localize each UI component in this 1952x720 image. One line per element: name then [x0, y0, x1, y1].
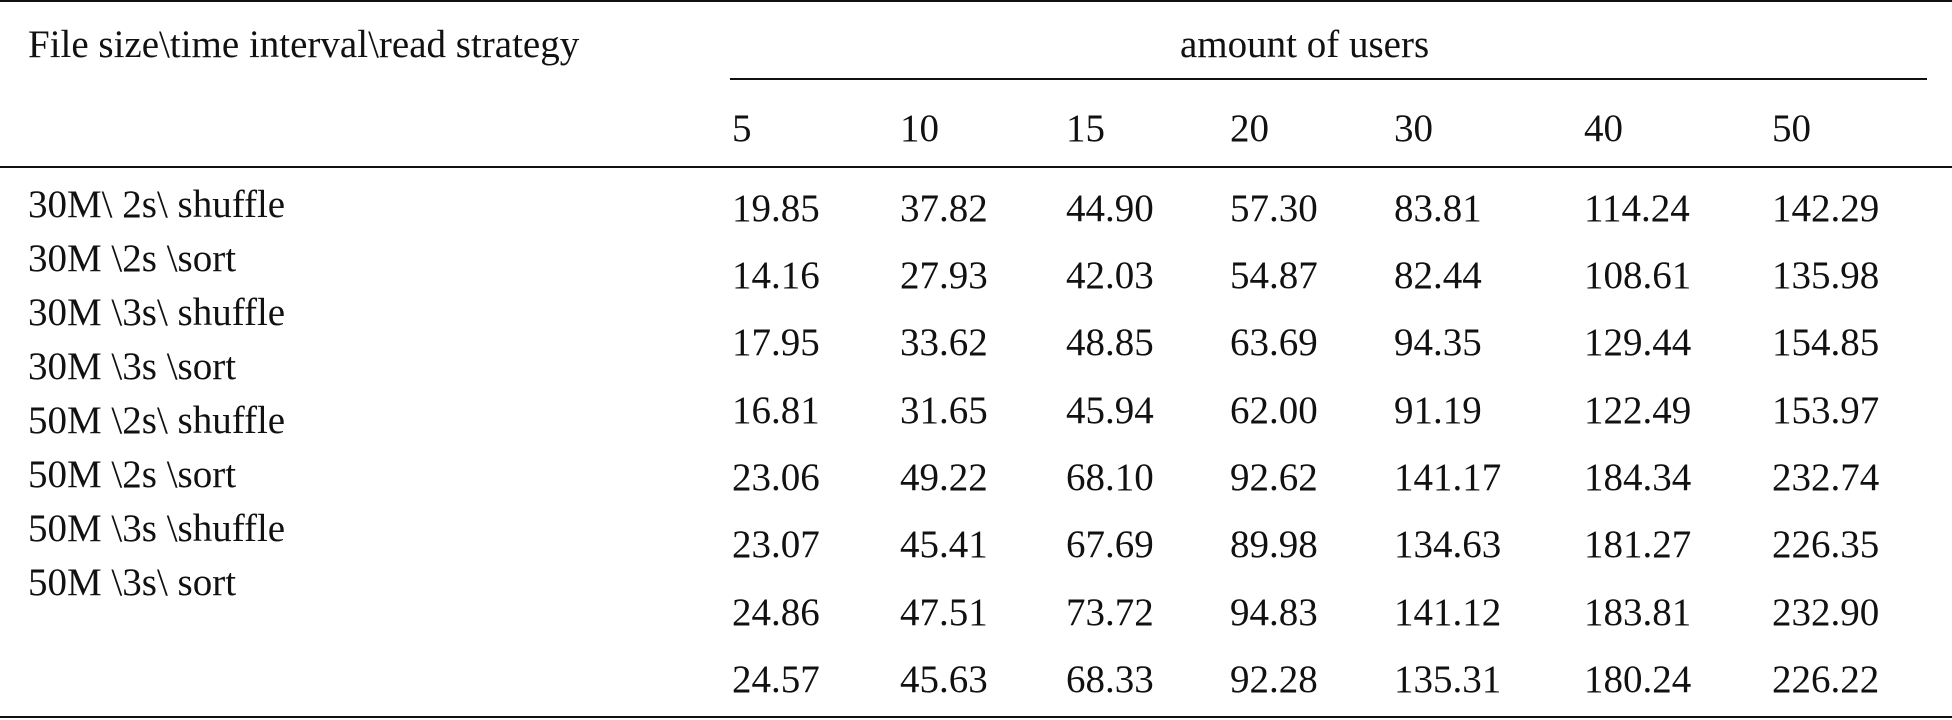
table-cell: 94.83: [1230, 591, 1318, 634]
row-label: 30M\ 2s\ shuffle: [28, 183, 286, 226]
table-cell: 49.22: [900, 456, 988, 499]
table-cell: 47.51: [900, 591, 988, 634]
span-header-rule: [730, 78, 1927, 80]
table-cell: 31.65: [900, 389, 988, 432]
column-header: 15: [1066, 107, 1105, 150]
table-cell: 92.28: [1230, 658, 1318, 701]
table-cell: 141.12: [1394, 591, 1502, 634]
bottom-rule: [0, 716, 1952, 718]
table-cell: 54.87: [1230, 254, 1318, 297]
table-cell: 23.07: [732, 523, 820, 566]
row-label: 50M \2s \sort: [28, 453, 237, 496]
table-cell: 226.35: [1772, 523, 1880, 566]
row-label: 30M \2s \sort: [28, 237, 237, 280]
table-cell: 37.82: [900, 187, 988, 230]
table-cell: 45.63: [900, 658, 988, 701]
column-header: 40: [1584, 107, 1623, 150]
table-cell: 232.74: [1772, 456, 1880, 499]
table-cell: 62.00: [1230, 389, 1318, 432]
column-header: 10: [900, 107, 939, 150]
table-cell: 226.22: [1772, 658, 1880, 701]
table-cell: 183.81: [1584, 591, 1692, 634]
table-cell: 24.57: [732, 658, 820, 701]
row-label: 30M \3s\ shuffle: [28, 291, 286, 334]
table-cell: 94.35: [1394, 321, 1482, 364]
table-cell: 92.62: [1230, 456, 1318, 499]
table-cell: 23.06: [732, 456, 820, 499]
column-header: 50: [1772, 107, 1811, 150]
table-cell: 180.24: [1584, 658, 1692, 701]
table-cell: 135.31: [1394, 658, 1502, 701]
table-cell: 33.62: [900, 321, 988, 364]
table-cell: 57.30: [1230, 187, 1318, 230]
table-cell: 19.85: [732, 187, 820, 230]
table-cell: 42.03: [1066, 254, 1154, 297]
table-cell: 45.41: [900, 523, 988, 566]
column-header: 20: [1230, 107, 1269, 150]
table-cell: 48.85: [1066, 321, 1154, 364]
table-cell: 154.85: [1772, 321, 1880, 364]
table-cell: 141.17: [1394, 456, 1502, 499]
table-cell: 134.63: [1394, 523, 1502, 566]
row-label: 50M \3s\ sort: [28, 561, 237, 604]
row-label: 50M \3s \shuffle: [28, 507, 286, 550]
table-cell: 68.10: [1066, 456, 1154, 499]
table-cell: 68.33: [1066, 658, 1154, 701]
table-cell: 14.16: [732, 254, 820, 297]
table-cell: 114.24: [1584, 187, 1690, 230]
row-label: 50M \2s\ shuffle: [28, 399, 286, 442]
table-cell: 82.44: [1394, 254, 1482, 297]
table-cell: 67.69: [1066, 523, 1154, 566]
table-cell: 45.94: [1066, 389, 1154, 432]
header-rule: [0, 166, 1952, 168]
row-label: 30M \3s \sort: [28, 345, 237, 388]
table-cell: 44.90: [1066, 187, 1154, 230]
table-cell: 16.81: [732, 389, 820, 432]
stub-header: File size\time interval\read strategy: [28, 23, 580, 66]
table-cell: 129.44: [1584, 321, 1692, 364]
column-header: 5: [732, 107, 752, 150]
table-cell: 24.86: [732, 591, 820, 634]
table-cell: 142.29: [1772, 187, 1880, 230]
table-cell: 232.90: [1772, 591, 1880, 634]
column-header: 30: [1394, 107, 1433, 150]
table-cell: 135.98: [1772, 254, 1880, 297]
table-cell: 17.95: [732, 321, 820, 364]
span-header: amount of users: [1180, 23, 1430, 66]
table-cell: 63.69: [1230, 321, 1318, 364]
top-rule: [0, 0, 1952, 2]
table-cell: 91.19: [1394, 389, 1482, 432]
table-cell: 27.93: [900, 254, 988, 297]
table-cell: 122.49: [1584, 389, 1692, 432]
table-cell: 83.81: [1394, 187, 1482, 230]
table-cell: 181.27: [1584, 523, 1692, 566]
table-cell: 89.98: [1230, 523, 1318, 566]
table-cell: 153.97: [1772, 389, 1880, 432]
table-cell: 73.72: [1066, 591, 1154, 634]
table-cell: 108.61: [1584, 254, 1692, 297]
table-cell: 184.34: [1584, 456, 1692, 499]
